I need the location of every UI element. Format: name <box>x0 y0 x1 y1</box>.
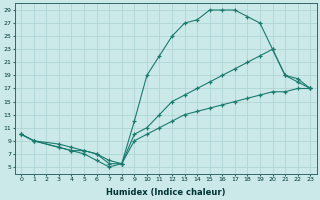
X-axis label: Humidex (Indice chaleur): Humidex (Indice chaleur) <box>106 188 226 197</box>
